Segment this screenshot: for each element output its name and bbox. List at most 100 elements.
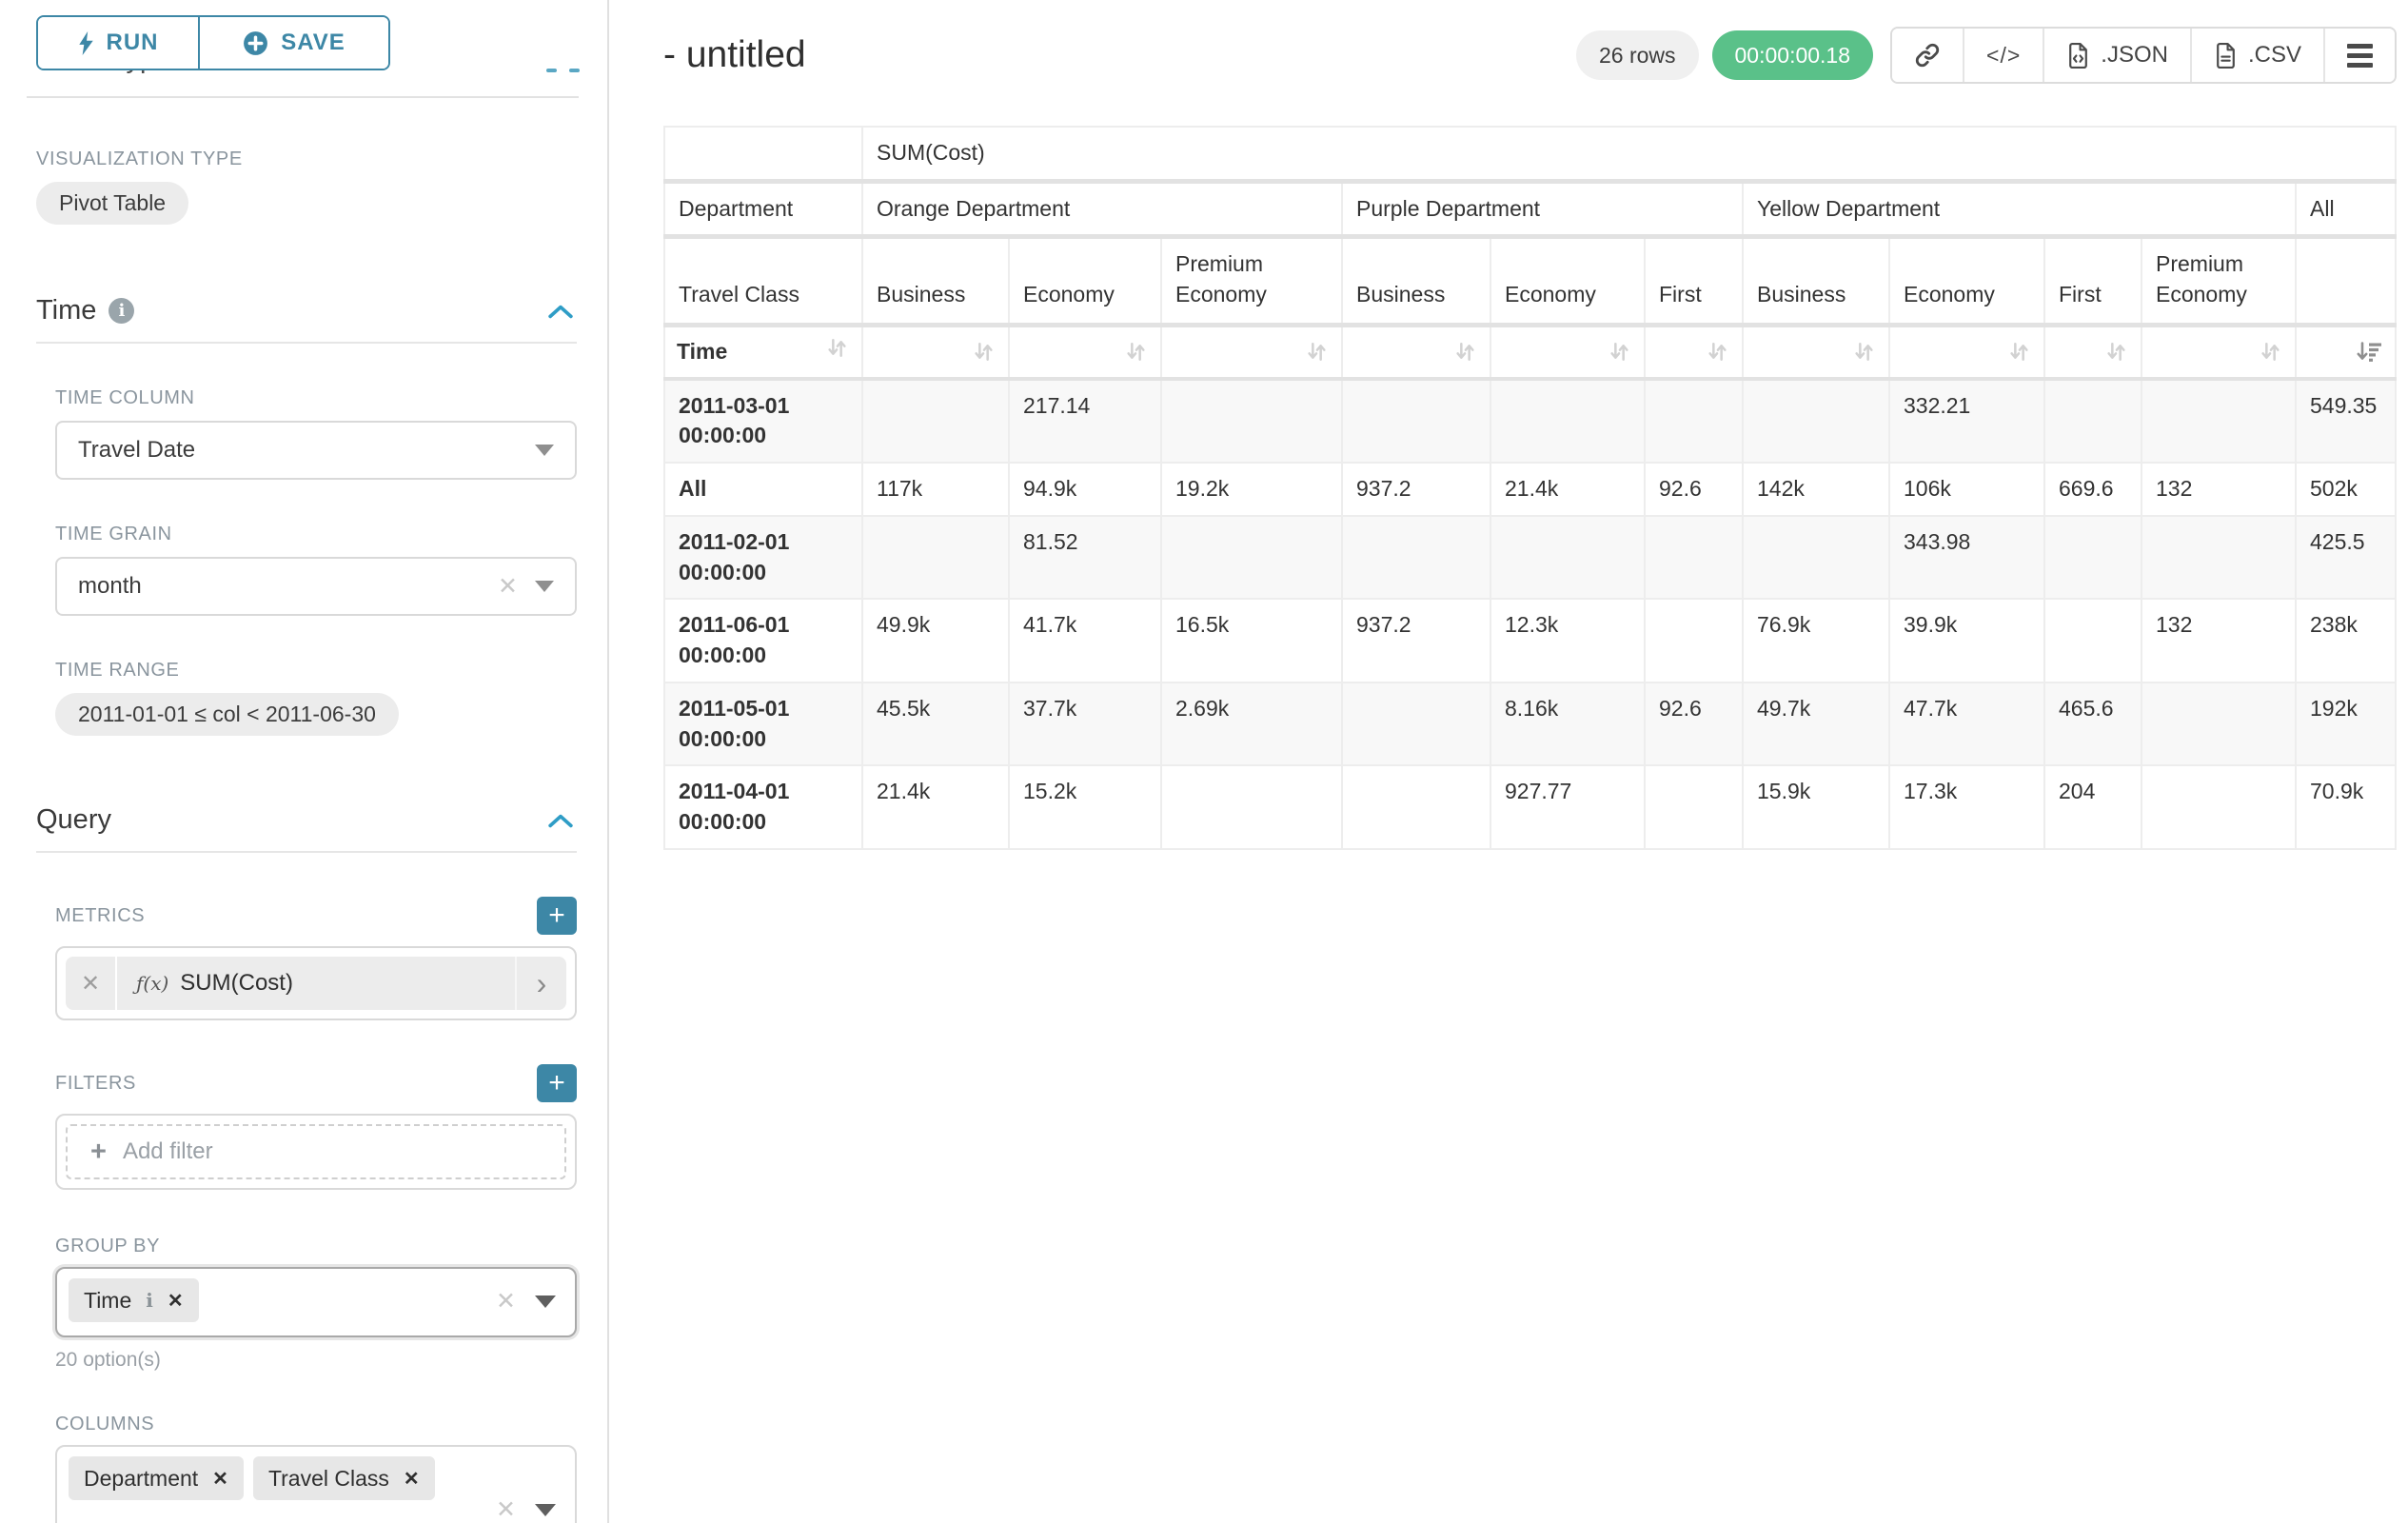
value-cell (2043, 377, 2142, 465)
add-filter-button[interactable]: + (537, 1064, 577, 1102)
sort-icon (824, 335, 850, 369)
group-by-options-hint: 20 option(s) (55, 1349, 161, 1371)
sort-header[interactable] (1490, 324, 1646, 381)
value-cell: 106k (1888, 462, 2045, 517)
value-cell: 117k (861, 462, 1010, 517)
sort-header[interactable] (1742, 324, 1890, 381)
department-group-header: Purple Department (1341, 180, 1744, 240)
filters-label: FILTERS (55, 1072, 136, 1094)
time-sort-header[interactable]: Time (663, 324, 863, 381)
export-csv-button[interactable]: .CSV (2191, 29, 2325, 82)
save-button[interactable]: SAVE (200, 17, 388, 69)
columns-select[interactable]: Department ✕ Travel Class ✕ ✕ (55, 1445, 577, 1523)
value-cell: 92.6 (1644, 681, 1744, 767)
export-json-button[interactable]: .JSON (2044, 29, 2192, 82)
time-section-title: Time (36, 295, 97, 326)
travel-class-header: Economy (1888, 235, 2045, 327)
travel-class-header: First (2043, 235, 2142, 327)
time-column-select[interactable]: Travel Date (55, 421, 577, 480)
chart-type-collapse-icon[interactable] (546, 69, 557, 72)
sort-desc-icon (2308, 339, 2383, 365)
columns-tag[interactable]: Department ✕ (69, 1456, 244, 1500)
remove-tag-icon[interactable]: ✕ (403, 1468, 420, 1490)
row-label: 2011-04-01 00:00:00 (663, 764, 863, 850)
plus-icon: + (90, 1136, 107, 1167)
chart-type-collapse-icon[interactable] (569, 69, 580, 72)
sort-header[interactable] (1341, 324, 1491, 381)
table-row: 2011-06-01 00:00:00 49.9k 41.7k 16.5k 937.2 1… (663, 598, 2398, 683)
chevron-up-icon[interactable] (548, 804, 573, 836)
department-header-row: Department Orange Department Purple Depar… (663, 180, 2398, 240)
page-title[interactable]: - untitled (663, 34, 806, 75)
clear-icon[interactable]: ✕ (496, 1288, 516, 1315)
travel-class-header: Economy (1490, 235, 1646, 327)
table-row: All 117k 94.9k 19.2k 937.2 21.4k 92.6 142k 106k 6… (663, 462, 2398, 517)
sort-header[interactable] (1888, 324, 2045, 381)
info-icon: i (109, 298, 135, 324)
department-group-header: Yellow Department (1742, 180, 2297, 240)
query-section-title: Query (36, 804, 111, 835)
remove-tag-icon[interactable]: ✕ (167, 1290, 184, 1312)
sort-header[interactable] (1644, 324, 1744, 381)
value-cell (1644, 598, 1744, 683)
sort-header[interactable] (1008, 324, 1162, 381)
sort-desc-header[interactable] (2294, 324, 2398, 381)
time-range-pill[interactable]: 2011-01-01 ≤ col < 2011-06-30 (55, 693, 399, 736)
value-cell: 15.2k (1008, 764, 1162, 850)
run-button[interactable]: RUN (38, 17, 200, 69)
value-cell (2043, 598, 2142, 683)
value-cell: 425.5 (2294, 514, 2398, 601)
metrics-label: METRICS (55, 904, 146, 926)
time-grain-select[interactable]: month ✕ (55, 557, 577, 616)
value-cell: 142k (1742, 462, 1890, 517)
section-divider (27, 96, 579, 98)
value-cell: 15.9k (1742, 764, 1890, 850)
value-cell (1742, 514, 1890, 601)
group-by-select[interactable]: Time i ✕ ✕ (55, 1267, 577, 1337)
sort-icon (1354, 339, 1478, 365)
value-cell (2043, 514, 2142, 601)
sort-icon (1021, 339, 1149, 365)
viz-type-pill[interactable]: Pivot Table (36, 182, 189, 225)
table-row: 2011-05-01 00:00:00 45.5k 37.7k 2.69k 8.16k 9… (663, 681, 2398, 767)
value-cell: 39.9k (1888, 598, 2045, 683)
value-cell (1160, 514, 1343, 601)
sort-icon (2154, 339, 2283, 365)
value-cell: 332.21 (1888, 377, 2045, 465)
clear-icon[interactable]: ✕ (496, 1496, 516, 1523)
remove-tag-icon[interactable]: ✕ (212, 1468, 228, 1490)
travel-class-header (2294, 235, 2398, 327)
add-metric-button[interactable]: + (537, 897, 577, 935)
sort-header[interactable] (861, 324, 1010, 381)
value-cell: 343.98 (1888, 514, 2045, 601)
columns-tag[interactable]: Travel Class ✕ (252, 1456, 435, 1500)
link-icon (1914, 42, 1941, 69)
travel-class-header: Business (861, 235, 1010, 327)
columns-label: COLUMNS (55, 1414, 155, 1434)
info-icon: i (146, 1289, 153, 1312)
chevron-up-icon[interactable] (548, 295, 573, 326)
sort-header[interactable] (2043, 324, 2142, 381)
metric-item[interactable]: ƒ(x) SUM(Cost) (136, 970, 293, 996)
panel-content: VISUALIZATION TYPE Pivot Table Time i TI… (0, 0, 607, 1523)
share-link-button[interactable] (1892, 29, 1965, 82)
sort-icon (1657, 339, 1730, 365)
value-cell (1644, 764, 1744, 850)
value-cell (2141, 681, 2297, 767)
query-controls: METRICS + ✕ ƒ(x) SUM(Cost) › FILTERS (36, 897, 577, 1523)
clear-icon[interactable]: ✕ (498, 572, 518, 600)
sort-icon (875, 339, 997, 365)
remove-metric-icon[interactable]: ✕ (66, 957, 117, 1010)
value-cell (1644, 514, 1744, 601)
chevron-right-icon[interactable]: › (515, 957, 566, 1010)
embed-code-button[interactable]: </> (1964, 29, 2045, 82)
travel-class-header: Business (1341, 235, 1491, 327)
group-by-tag[interactable]: Time i ✕ (69, 1278, 199, 1322)
menu-button[interactable] (2325, 29, 2395, 82)
value-cell (1341, 377, 1491, 465)
table-row: 2011-04-01 00:00:00 21.4k 15.2k 927.77 15.9k… (663, 764, 2398, 850)
sort-header[interactable] (1160, 324, 1343, 381)
add-filter-dropzone[interactable]: + Add filter (66, 1124, 566, 1179)
value-cell: 238k (2294, 598, 2398, 683)
sort-header[interactable] (2141, 324, 2297, 381)
